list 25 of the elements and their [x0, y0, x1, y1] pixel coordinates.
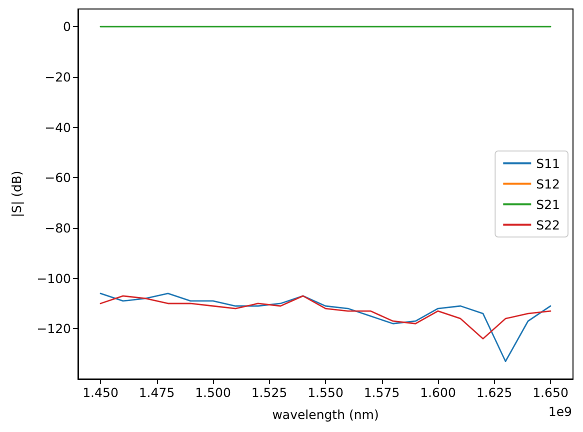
- legend-label: S22: [536, 217, 560, 232]
- y-axis-title: |S| (dB): [9, 170, 24, 218]
- y-tick-label: −80: [44, 220, 72, 236]
- x-tick-label: 1.575: [364, 385, 400, 400]
- legend-label: S11: [536, 156, 560, 171]
- y-tick-label: −100: [36, 270, 72, 286]
- y-tick-label: −60: [44, 170, 72, 186]
- legend-label: S12: [536, 176, 560, 192]
- x-tick-label: 1.650: [532, 385, 568, 400]
- x-tick-label: 1.600: [420, 385, 456, 400]
- line-series: [100, 295, 552, 340]
- y-tick-label: −120: [36, 321, 72, 336]
- x-tick-label: 1.625: [476, 385, 512, 400]
- text: 1e9: [548, 404, 572, 419]
- x-tick-label: 1.475: [138, 385, 175, 400]
- x-tick-label: 1.525: [251, 385, 288, 400]
- legend-label: S21: [536, 196, 560, 212]
- y-tick-label: −20: [44, 69, 72, 84]
- y-tick-label: −40: [44, 120, 72, 135]
- x-tick-label: 1.550: [308, 385, 344, 400]
- x-tick-label: 1.500: [195, 385, 231, 400]
- y-tick-label: 0: [63, 19, 72, 34]
- x-axis-title: wavelength (nm): [272, 407, 379, 422]
- x-tick-label: 1.450: [82, 385, 118, 400]
- line-series: [100, 292, 552, 362]
